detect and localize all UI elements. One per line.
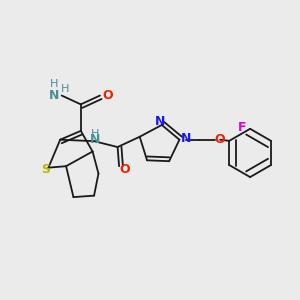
Text: H: H <box>91 129 99 139</box>
Text: H: H <box>50 79 58 89</box>
Text: O: O <box>214 133 224 146</box>
Text: S: S <box>42 163 51 176</box>
Text: O: O <box>102 89 112 102</box>
Text: H: H <box>60 84 69 94</box>
Text: N: N <box>49 89 59 102</box>
Text: N: N <box>155 115 166 128</box>
Text: F: F <box>238 121 246 134</box>
Text: N: N <box>89 133 100 146</box>
Text: O: O <box>120 163 130 176</box>
Text: N: N <box>181 132 191 145</box>
